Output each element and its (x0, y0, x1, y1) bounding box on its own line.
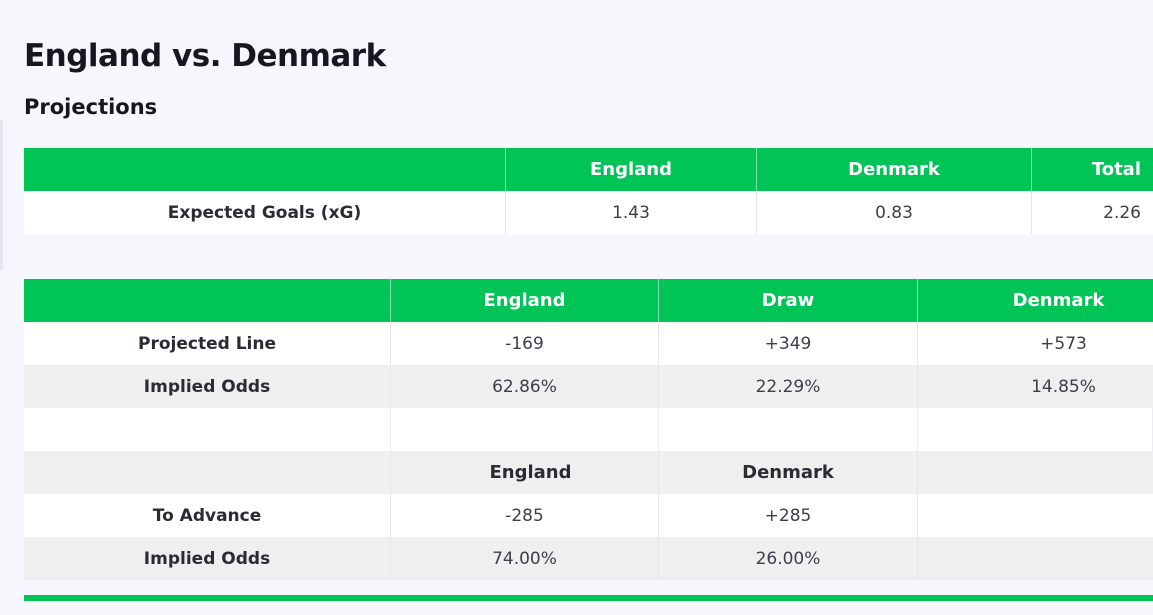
xg-value-denmark: 0.83 (757, 191, 1032, 234)
odds-header-england: England (391, 279, 659, 322)
table-row: Expected Goals (xG) 1.43 0.83 2.26 (24, 191, 1153, 234)
spacer-cell (918, 408, 1153, 451)
xg-value-total: 2.26 (1103, 202, 1141, 223)
xg-header-empty (24, 148, 506, 191)
advance-implied-odds-denmark: 26.00% (659, 537, 918, 580)
implied-odds-england: 62.86% (391, 365, 659, 408)
spacer-cell (391, 408, 659, 451)
bottom-accent-bar (24, 595, 1153, 601)
implied-odds-label: Implied Odds (24, 365, 391, 408)
xg-header-denmark: Denmark (757, 148, 1032, 191)
table-row: Implied Odds 62.86% 22.29% 14.85% (24, 365, 1153, 408)
advance-subheader: England Denmark (24, 451, 1153, 494)
xg-row-label: Expected Goals (xG) (24, 191, 506, 234)
xg-value-england: 1.43 (506, 191, 757, 234)
table-row: Implied Odds 74.00% 26.00% (24, 537, 1153, 580)
to-advance-label: To Advance (24, 494, 391, 537)
table-row: Projected Line -169 +349 +573 (24, 322, 1153, 365)
implied-odds-denmark: 14.85% (1031, 376, 1096, 397)
odds-table-header: England Draw Denmark (24, 279, 1153, 322)
odds-header-empty (24, 279, 391, 322)
table-row: To Advance -285 +285 (24, 494, 1153, 537)
spacer-cell (659, 408, 918, 451)
xg-header-total: Total (1091, 159, 1141, 180)
advance-header-blank (918, 451, 1153, 494)
left-edge-strip (0, 120, 3, 270)
to-advance-england: -285 (391, 494, 659, 537)
implied-odds-draw: 22.29% (659, 365, 918, 408)
advance-header-england: England (391, 451, 659, 494)
to-advance-denmark: +285 (659, 494, 918, 537)
advance-header-empty (24, 451, 391, 494)
section-title: Projections (24, 95, 158, 119)
spacer-cell (24, 408, 391, 451)
to-advance-blank (918, 494, 1153, 537)
xg-header-england: England (506, 148, 757, 191)
xg-table-header: England Denmark Total (24, 148, 1153, 191)
page-title: England vs. Denmark (24, 38, 386, 74)
projected-line-label: Projected Line (24, 322, 391, 365)
table-row-spacer (24, 408, 1153, 451)
advance-implied-odds-blank (918, 537, 1153, 580)
advance-header-denmark: Denmark (659, 451, 918, 494)
advance-implied-odds-england: 74.00% (391, 537, 659, 580)
advance-implied-odds-label: Implied Odds (24, 537, 391, 580)
odds-header-denmark: Denmark (1012, 290, 1105, 311)
projected-line-england: -169 (391, 322, 659, 365)
odds-header-draw: Draw (659, 279, 918, 322)
projected-line-draw: +349 (659, 322, 918, 365)
projected-line-denmark: +573 (1040, 333, 1087, 354)
